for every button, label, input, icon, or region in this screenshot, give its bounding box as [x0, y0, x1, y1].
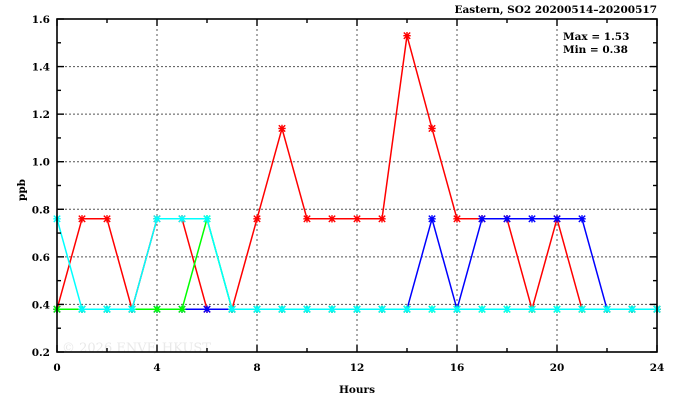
- y-tick-label: 1.0: [32, 157, 50, 169]
- data-point-marker: [578, 305, 586, 313]
- x-tick-label: 4: [153, 362, 160, 374]
- data-point-marker: [303, 215, 311, 223]
- data-point-marker: [628, 305, 636, 313]
- data-point-marker: [103, 215, 111, 223]
- data-point-marker: [428, 215, 436, 223]
- data-point-marker: [228, 305, 236, 313]
- data-point-marker: [453, 215, 461, 223]
- data-point-marker: [503, 215, 511, 223]
- y-tick-label: 1.4: [32, 62, 50, 74]
- x-tick-label: 16: [450, 362, 465, 374]
- x-tick-label: 8: [253, 362, 260, 374]
- data-point-marker: [278, 124, 286, 133]
- data-point-marker: [528, 305, 536, 313]
- gridlines: [57, 19, 657, 352]
- data-point-marker: [278, 305, 286, 313]
- data-point-marker: [428, 124, 436, 133]
- chart-title: Eastern, SO2 20200514–20200517: [454, 4, 657, 16]
- data-point-marker: [553, 215, 561, 223]
- y-tick-label: 0.8: [32, 204, 50, 216]
- x-axis-tick-labels: 0 4 8 12 16 20 24: [53, 362, 664, 374]
- data-point-marker: [578, 215, 586, 223]
- data-point-marker: [528, 215, 536, 223]
- data-point-marker: [153, 215, 161, 223]
- max-annotation: Max = 1.53: [563, 31, 629, 43]
- data-point-marker: [78, 215, 86, 223]
- axis-ticks: [56, 18, 658, 353]
- data-point-marker: [353, 305, 361, 313]
- y-tick-label: 0.4: [32, 299, 50, 311]
- data-point-marker: [253, 215, 261, 223]
- data-point-marker: [353, 215, 361, 223]
- y-tick-label: 0.6: [32, 252, 50, 264]
- data-point-marker: [178, 305, 186, 313]
- data-point-marker: [478, 305, 486, 313]
- data-point-marker: [203, 215, 211, 223]
- data-point-marker: [478, 215, 486, 223]
- y-tick-label: 0.2: [32, 347, 50, 359]
- x-tick-label: 0: [53, 362, 60, 374]
- data-point-marker: [453, 305, 461, 313]
- x-tick-label: 20: [550, 362, 565, 374]
- data-point-marker: [328, 305, 336, 313]
- data-point-marker: [128, 305, 136, 313]
- data-point-marker: [378, 305, 386, 313]
- data-point-marker: [203, 305, 211, 313]
- x-axis-label: Hours: [339, 384, 375, 396]
- data-point-marker: [178, 215, 186, 223]
- data-point-marker: [378, 215, 386, 223]
- y-axis-tick-labels: 0.2 0.4 0.6 0.8 1.0 1.2 1.4 1.6: [32, 14, 50, 359]
- x-tick-label: 12: [350, 362, 365, 374]
- watermark-text: © 2026 ENVF, HKUST: [62, 341, 211, 356]
- data-point-marker: [303, 305, 311, 313]
- data-point-marker: [403, 305, 411, 313]
- data-point-marker: [503, 305, 511, 313]
- data-point-marker: [553, 305, 561, 313]
- y-tick-label: 1.2: [32, 109, 50, 121]
- data-point-marker: [103, 305, 111, 313]
- data-point-marker: [153, 305, 161, 313]
- y-tick-label: 1.6: [32, 14, 50, 26]
- data-point-marker: [403, 31, 411, 40]
- x-tick-label: 24: [650, 362, 665, 374]
- data-point-marker: [253, 305, 261, 313]
- data-point-marker: [428, 305, 436, 313]
- data-point-marker: [78, 305, 86, 313]
- min-annotation: Min = 0.38: [563, 44, 628, 56]
- y-axis-label: ppb: [16, 179, 28, 201]
- data-point-marker: [603, 305, 611, 313]
- data-point-marker: [328, 215, 336, 223]
